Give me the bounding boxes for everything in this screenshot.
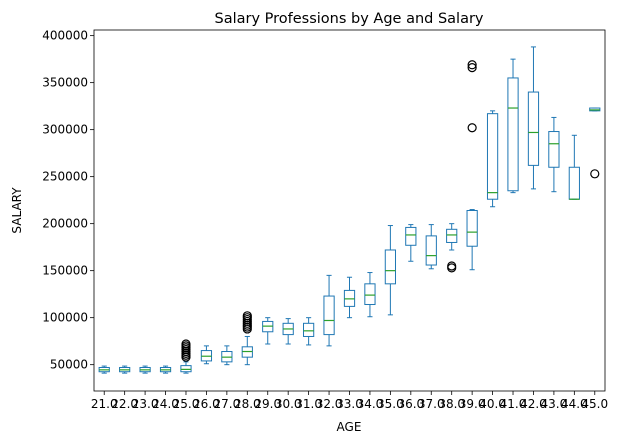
box-group [303,317,315,346]
y-tick-label: 200000 [42,217,88,231]
x-tick-label: 25.0 [173,397,200,411]
y-tick-label: 400000 [42,29,88,43]
x-axis: 21.022.023.024.025.026.027.028.029.030.0… [91,391,608,411]
x-tick-label: 26.0 [193,397,220,411]
box-iqr [507,77,519,192]
y-tick-label: 350000 [42,76,88,90]
x-tick-label: 33.0 [336,397,363,411]
x-tick-label: 32.0 [316,397,343,411]
box-iqr [466,210,478,247]
box-group [384,225,396,316]
box-group [200,345,213,365]
box-iqr [180,365,192,373]
x-tick-label: 36.0 [397,397,424,411]
box-group [119,365,131,374]
x-tick-label: 34.0 [357,397,384,411]
box-iqr [405,226,417,246]
x-tick-label: 22.0 [111,397,138,411]
box-group [159,365,172,374]
box-group [568,134,580,200]
x-tick-label: 29.0 [254,397,281,411]
y-tick-label: 150000 [42,264,88,278]
outlier-point [467,63,477,73]
outlier-point [181,339,191,349]
x-tick-label: 43.0 [541,397,568,411]
box-iqr [527,91,540,166]
x-tick-label: 23.0 [132,397,159,411]
y-tick-label: 50000 [50,358,88,372]
x-tick-label: 45.0 [581,397,608,411]
y-tick-label: 300000 [42,123,88,137]
outlier-point [447,261,457,271]
box-iqr [425,235,437,266]
box-group [241,311,253,366]
box-iqr [548,131,560,168]
outlier-point [467,123,477,133]
box-group [364,272,376,318]
x-tick-label: 27.0 [214,397,241,411]
x-tick-label: 41.0 [500,397,527,411]
box-iqr [364,283,376,306]
box-group [446,223,458,273]
box-group [486,110,499,208]
box-group [466,60,478,271]
box-group [98,365,110,374]
x-tick-label: 28.0 [234,397,261,411]
x-axis-title: AGE [337,420,362,434]
box-iqr [384,249,396,285]
box-group [425,224,437,270]
box-iqr [486,113,499,200]
x-tick-label: 24.0 [152,397,179,411]
x-tick-label: 42.0 [520,397,547,411]
box-group [507,58,519,194]
box-group [405,224,417,262]
y-axis: 50000 100000 150000 200000 250000 300000 35000… [42,29,94,372]
box-group [262,317,274,345]
box-iqr [323,295,335,336]
y-tick-label: 100000 [42,311,88,325]
box-group [323,274,335,347]
x-tick-label: 35.0 [377,397,404,411]
x-tick-label: 38.0 [438,397,465,411]
x-tick-label: 39.0 [459,397,486,411]
outlier-point [467,60,477,70]
x-tick-label: 30.0 [275,397,302,411]
y-axis-title: SALARY [10,187,24,234]
box-group [221,345,233,366]
outlier-point [447,263,457,273]
box-iqr [303,322,315,337]
box-group [180,339,192,374]
axes-frame [93,29,606,392]
x-tick-label: 37.0 [418,397,445,411]
box-group [589,107,601,179]
box-group [548,116,560,193]
chart-title: Salary Professions by Age and Salary [214,11,483,27]
outlier-point [590,169,600,179]
box-group [527,46,540,190]
box-iqr [568,166,580,200]
x-tick-label: 40.0 [479,397,506,411]
plot-area [98,46,601,374]
box-group [343,276,356,319]
x-tick-label: 44.0 [561,397,588,411]
outlier-point [242,311,252,321]
box-group [282,318,294,345]
x-tick-label: 21.0 [91,397,118,411]
x-tick-label: 31.0 [295,397,322,411]
y-tick-label: 250000 [42,170,88,184]
box-iqr [446,228,458,243]
box-group [139,365,151,374]
